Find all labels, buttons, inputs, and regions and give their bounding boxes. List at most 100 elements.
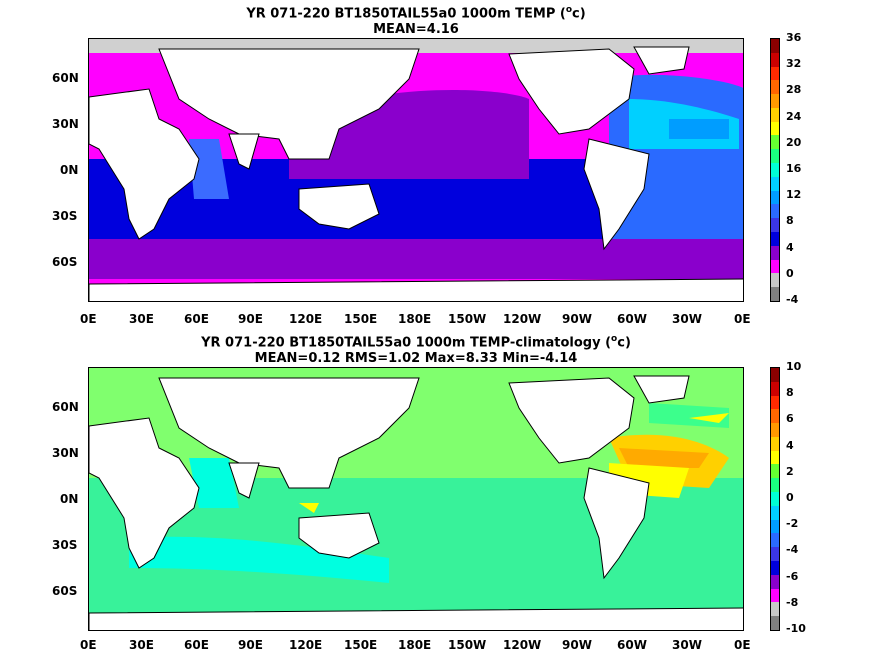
lon-label: 30E xyxy=(129,638,154,652)
lat-label: 0N xyxy=(60,492,79,506)
colorbar-label: 0 xyxy=(786,491,794,504)
top-title-line2: MEAN=4.16 xyxy=(373,22,459,38)
lon-label: 180E xyxy=(398,638,432,652)
colorbar-swatch xyxy=(771,66,779,81)
colorbar-label: 28 xyxy=(786,83,802,97)
lon-label: 60E xyxy=(184,638,209,652)
top-colorbar xyxy=(770,38,780,302)
lon-label: 90E xyxy=(238,312,263,326)
colorbar-swatch xyxy=(771,519,779,534)
colorbar-swatch xyxy=(771,245,779,260)
lon-label: 30W xyxy=(672,638,702,652)
lon-label: 60W xyxy=(617,638,647,652)
colorbar-label: 8 xyxy=(786,214,794,228)
colorbar-swatch xyxy=(771,395,779,410)
colorbar-swatch xyxy=(771,478,779,493)
colorbar-swatch xyxy=(771,464,779,479)
colorbar-swatch xyxy=(771,204,779,219)
bottom-map xyxy=(88,367,744,631)
colorbar-swatch xyxy=(771,588,779,603)
lon-label: 120E xyxy=(289,312,323,326)
colorbar-swatch xyxy=(771,52,779,67)
top-panel-title: YR 071-220 BT1850TAIL55a0 1000m TEMP (oc… xyxy=(88,2,744,38)
colorbar-swatch xyxy=(771,436,779,451)
colorbar-label: -4 xyxy=(786,543,799,557)
lat-label: 30N xyxy=(52,446,79,460)
colorbar-swatch xyxy=(771,94,779,108)
lon-label: 60W xyxy=(617,312,647,326)
lon-label: 150W xyxy=(448,638,487,652)
lat-label: 30S xyxy=(52,209,78,223)
lon-label: 0E xyxy=(734,638,751,652)
bottom-title-line2: MEAN=0.12 RMS=1.02 Max=8.33 Min=-4.14 xyxy=(254,351,578,367)
top-title-line1: YR 071-220 BT1850TAIL55a0 1000m TEMP (oc… xyxy=(246,5,586,22)
lon-label: 0E xyxy=(734,312,751,326)
lon-label: 90W xyxy=(562,312,592,326)
colorbar-swatch xyxy=(771,39,779,53)
lon-label: 120W xyxy=(503,638,542,652)
colorbar-swatch xyxy=(771,135,779,150)
colorbar-swatch xyxy=(771,602,779,617)
lat-label: 0N xyxy=(60,163,79,177)
colorbar-swatch xyxy=(771,616,779,630)
lon-label: 150E xyxy=(344,312,378,326)
colorbar-swatch xyxy=(771,492,779,506)
colorbar-swatch xyxy=(771,121,779,136)
colorbar-swatch xyxy=(771,574,779,589)
colorbar-label: -10 xyxy=(786,622,806,635)
lon-label: 150E xyxy=(344,638,378,652)
bottom-panel-title: YR 071-220 BT1850TAIL55a0 1000m TEMP-cli… xyxy=(88,331,744,367)
colorbar-swatch xyxy=(771,560,779,575)
colorbar-label: 8 xyxy=(786,386,794,400)
lon-label: 120W xyxy=(503,312,542,326)
colorbar-label: 12 xyxy=(786,188,802,202)
colorbar-swatch xyxy=(771,450,779,465)
colorbar-label: 6 xyxy=(786,412,794,426)
colorbar-swatch xyxy=(771,163,779,177)
colorbar-swatch xyxy=(771,533,779,548)
colorbar-swatch xyxy=(771,423,779,437)
colorbar-swatch xyxy=(771,547,779,561)
top-map xyxy=(88,38,744,302)
lat-label: 30S xyxy=(52,538,78,552)
colorbar-swatch xyxy=(771,80,779,95)
bottom-title-line1: YR 071-220 BT1850TAIL55a0 1000m TEMP-cli… xyxy=(201,334,631,351)
lon-label: 30W xyxy=(672,312,702,326)
lat-label: 60S xyxy=(52,255,78,269)
lon-label: 60E xyxy=(184,312,209,326)
colorbar-swatch xyxy=(771,218,779,232)
colorbar-label: 24 xyxy=(786,109,802,123)
colorbar-swatch xyxy=(771,287,779,301)
colorbar-label: -8 xyxy=(786,595,799,609)
lon-label: 30E xyxy=(129,312,154,326)
colorbar-label: -6 xyxy=(786,569,799,583)
colorbar-swatch xyxy=(771,176,779,191)
colorbar-swatch xyxy=(771,190,779,205)
colorbar-label: 10 xyxy=(786,360,802,373)
lon-label: 0E xyxy=(80,312,97,326)
lon-label: 0E xyxy=(80,638,97,652)
colorbar-swatch xyxy=(771,381,779,396)
bottom-colorbar xyxy=(770,367,780,631)
colorbar-swatch xyxy=(771,505,779,520)
colorbar-swatch xyxy=(771,273,779,288)
lat-label: 60N xyxy=(52,400,79,414)
lon-label: 150W xyxy=(448,312,487,326)
colorbar-label: -4 xyxy=(786,293,799,306)
lon-label: 180E xyxy=(398,312,432,326)
lon-label: 120E xyxy=(289,638,323,652)
colorbar-label: 0 xyxy=(786,266,794,280)
lat-label: 60N xyxy=(52,71,79,85)
colorbar-label: 32 xyxy=(786,57,802,71)
colorbar-label: 16 xyxy=(786,162,802,175)
colorbar-label: 20 xyxy=(786,135,802,149)
colorbar-swatch xyxy=(771,231,779,246)
lat-label: 30N xyxy=(52,117,79,131)
colorbar-swatch xyxy=(771,409,779,424)
colorbar-label: -2 xyxy=(786,517,799,531)
colorbar-label: 2 xyxy=(786,464,794,478)
lon-label: 90E xyxy=(238,638,263,652)
colorbar-swatch xyxy=(771,259,779,274)
colorbar-label: 4 xyxy=(786,240,794,254)
colorbar-label: 4 xyxy=(786,438,794,452)
